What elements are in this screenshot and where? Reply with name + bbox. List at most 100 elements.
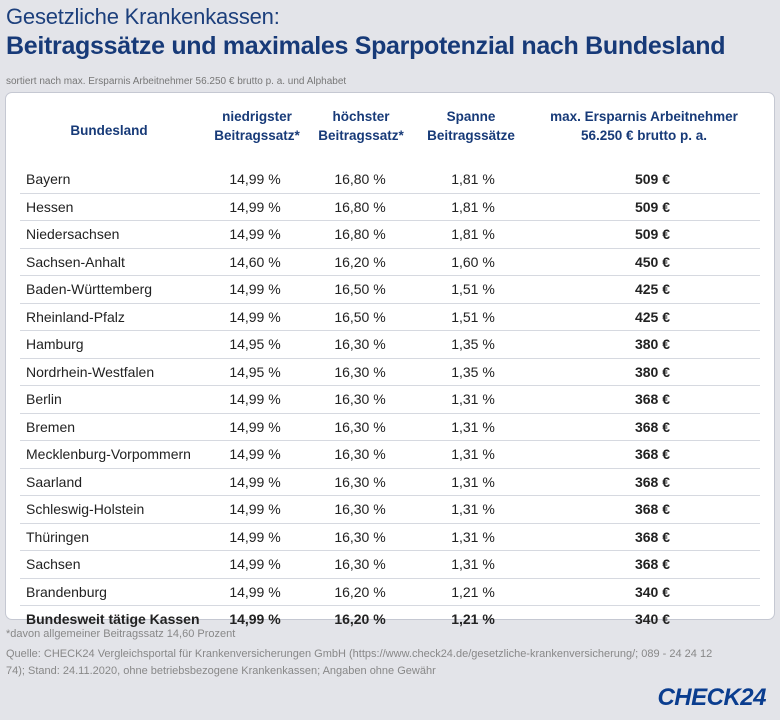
cell-min-rate: 14,99 %	[229, 611, 281, 627]
cell-savings: 368 €	[634, 528, 670, 545]
table-row: Thüringen 14,99 % 16,30 % 1,31 % 368 €	[20, 524, 760, 551]
table-row: Berlin 14,99 % 16,30 % 1,31 % 368 €	[20, 386, 760, 414]
cell-savings: 509 €	[634, 198, 670, 215]
cell-span: 1,31 %	[451, 446, 495, 462]
cell-span: 1,51 %	[451, 308, 495, 325]
cell-span: 1,60 %	[451, 253, 495, 270]
cell-max-rate: 16,30 %	[334, 418, 386, 435]
table-body: Bayern 14,99 % 16,80 % 1,81 % 509 € Hessen 14,…	[20, 166, 760, 633]
sort-note: sortiert nach max. Ersparnis Arbeitnehme…	[6, 76, 347, 87]
header-span-line2: Beitragssätze	[427, 128, 515, 143]
cell-min-rate: 14,99 %	[229, 308, 281, 325]
table-row: Sachsen 14,99 % 16,30 % 1,31 % 368 €	[20, 551, 760, 579]
cell-span: 1,31 %	[451, 418, 495, 435]
cell-min-rate: 14,99 %	[229, 281, 281, 297]
table-header: Bundesland niedrigster Beitragssatz* höc…	[6, 107, 774, 167]
cell-min-rate: 14,60 %	[229, 253, 281, 270]
cell-span: 1,51 %	[451, 281, 495, 297]
cell-bundesland: Baden-Württemberg	[26, 281, 153, 297]
cell-max-rate: 16,30 %	[334, 363, 386, 380]
cell-span: 1,81 %	[451, 171, 495, 187]
table-row: Bremen 14,99 % 16,30 % 1,31 % 368 €	[20, 414, 760, 441]
cell-span: 1,31 %	[451, 473, 495, 490]
cell-max-rate: 16,30 %	[334, 528, 386, 545]
table-row: Nordrhein-Westfalen 14,95 % 16,30 % 1,35 % 3…	[20, 359, 760, 386]
cell-bundesland: Sachsen-Anhalt	[26, 253, 125, 270]
header-bundesland: Bundesland	[70, 123, 148, 138]
cell-savings: 509 €	[634, 226, 670, 242]
cell-savings: 425 €	[634, 281, 670, 297]
table-row: Hessen 14,99 % 16,80 % 1,81 % 509 €	[20, 194, 760, 221]
cell-savings: 368 €	[634, 446, 670, 462]
cell-min-rate: 14,99 %	[229, 198, 281, 215]
cell-span: 1,81 %	[451, 198, 495, 215]
page-title: Beitragssätze und maximales Sparpotenzia…	[6, 32, 726, 60]
cell-savings: 380 €	[634, 363, 670, 380]
cell-max-rate: 16,20 %	[334, 253, 386, 270]
table-card: Bundesland niedrigster Beitragssatz* höc…	[5, 92, 775, 627]
table-row: Brandenburg 14,99 % 16,20 % 1,21 % 340 €	[20, 579, 760, 606]
header-min-rate-line2: Beitragssatz*	[214, 128, 300, 143]
cell-max-rate: 16,20 %	[334, 583, 386, 600]
header-max-rate: höchster Beitragssatz*	[306, 107, 416, 145]
cell-min-rate: 14,99 %	[229, 446, 281, 462]
cell-bundesland: Hessen	[26, 198, 74, 215]
cell-savings: 509 €	[634, 171, 670, 187]
cell-bundesland: Bremen	[26, 418, 76, 435]
cell-span: 1,35 %	[451, 336, 495, 352]
cell-bundesland: Bayern	[26, 171, 71, 187]
header-savings: max. Ersparnis Arbeitnehmer 56.250 € bru…	[534, 107, 754, 145]
cell-max-rate: 16,80 %	[334, 226, 386, 242]
cell-span: 1,31 %	[451, 528, 495, 545]
cell-max-rate: 16,30 %	[334, 446, 386, 462]
header: Gesetzliche Krankenkassen: Beitragssätze…	[6, 4, 774, 62]
table-row: Hamburg 14,95 % 16,30 % 1,35 % 380 €	[20, 331, 760, 359]
cell-min-rate: 14,99 %	[229, 171, 281, 187]
cell-bundesland: Saarland	[26, 473, 83, 490]
cell-max-rate: 16,30 %	[334, 391, 386, 407]
cell-savings: 368 €	[634, 501, 670, 517]
check24-logo: CHECK24	[657, 684, 766, 711]
cell-max-rate: 16,30 %	[334, 556, 386, 572]
cell-max-rate: 16,30 %	[334, 336, 386, 352]
cell-min-rate: 14,99 %	[229, 501, 281, 517]
cell-savings: 368 €	[634, 418, 670, 435]
cell-min-rate: 14,99 %	[229, 528, 281, 545]
cell-savings: 380 €	[634, 336, 670, 352]
cell-max-rate: 16,80 %	[334, 171, 386, 187]
header-min-rate: niedrigster Beitragssatz*	[202, 107, 312, 145]
cell-min-rate: 14,99 %	[229, 226, 281, 242]
cell-span: 1,35 %	[451, 363, 495, 380]
cell-min-rate: 14,95 %	[229, 363, 281, 380]
cell-bundesland: Berlin	[26, 391, 62, 407]
cell-savings: 368 €	[634, 391, 670, 407]
cell-max-rate: 16,20 %	[334, 611, 386, 627]
table-row: Niedersachsen 14,99 % 16,80 % 1,81 % 509 €	[20, 221, 760, 249]
table-row: Sachsen-Anhalt 14,60 % 16,20 % 1,60 % 450 €	[20, 249, 760, 276]
cell-bundesland: Niedersachsen	[26, 226, 120, 242]
cell-max-rate: 16,50 %	[334, 281, 386, 297]
cell-min-rate: 14,99 %	[229, 556, 281, 572]
cell-span: 1,21 %	[451, 611, 495, 627]
header-savings-line2: 56.250 € brutto p. a.	[580, 128, 708, 143]
cell-savings: 368 €	[634, 556, 670, 572]
table-row: Mecklenburg-Vorpommern 14,99 % 16,30 % 1,31…	[20, 441, 760, 469]
header-savings-line1: max. Ersparnis Arbeitnehmer	[550, 109, 738, 124]
header-span-line1: Spanne	[446, 109, 496, 124]
cell-min-rate: 14,99 %	[229, 418, 281, 435]
table-row: Rheinland-Pfalz 14,99 % 16,50 % 1,51 % 425 €	[20, 304, 760, 331]
cell-max-rate: 16,30 %	[334, 501, 386, 517]
cell-savings: 425 €	[634, 308, 670, 325]
cell-savings: 340 €	[634, 611, 670, 627]
cell-bundesland: Mecklenburg-Vorpommern	[26, 446, 191, 462]
source-note: Quelle: CHECK24 Vergleichsportal für Kra…	[6, 648, 713, 677]
cell-min-rate: 14,95 %	[229, 336, 281, 352]
cell-span: 1,31 %	[451, 391, 495, 407]
cell-min-rate: 14,99 %	[229, 583, 281, 600]
cell-bundesland: Hamburg	[26, 336, 84, 352]
cell-savings: 340 €	[634, 583, 670, 600]
cell-bundesland: Sachsen	[26, 556, 81, 572]
cell-span: 1,21 %	[451, 583, 495, 600]
page-subtitle: Gesetzliche Krankenkassen:	[6, 4, 280, 29]
cell-span: 1,31 %	[451, 556, 495, 572]
